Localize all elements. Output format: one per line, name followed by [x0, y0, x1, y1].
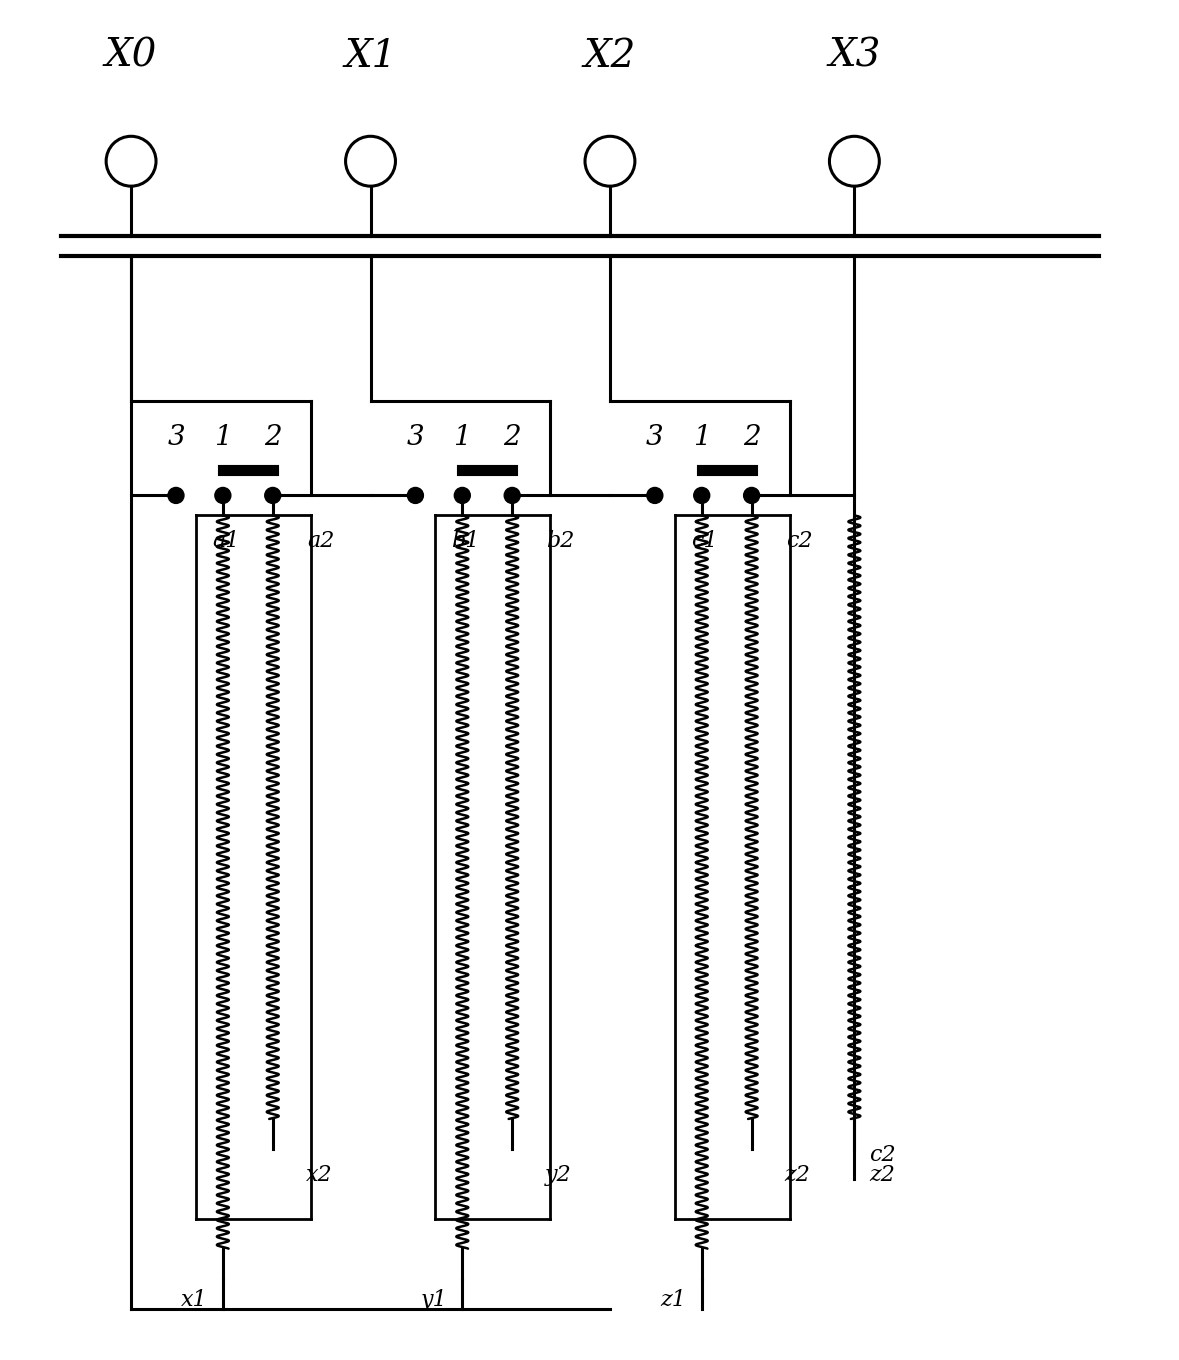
Text: b1: b1 — [452, 530, 480, 552]
Text: z2: z2 — [869, 1164, 895, 1186]
Text: c2: c2 — [869, 1144, 896, 1166]
Text: x1: x1 — [180, 1288, 208, 1311]
Circle shape — [167, 487, 184, 503]
Circle shape — [454, 487, 470, 503]
Circle shape — [408, 487, 423, 503]
Text: z1: z1 — [660, 1288, 686, 1311]
Text: X2: X2 — [584, 38, 637, 75]
Text: a2: a2 — [307, 530, 335, 552]
Text: 3: 3 — [167, 423, 185, 450]
Text: 2: 2 — [264, 423, 282, 450]
Text: 2: 2 — [743, 423, 760, 450]
Circle shape — [744, 487, 759, 503]
Text: 1: 1 — [215, 423, 232, 450]
Text: 3: 3 — [646, 423, 664, 450]
Text: x2: x2 — [305, 1164, 332, 1186]
Circle shape — [265, 487, 281, 503]
Text: b2: b2 — [546, 530, 574, 552]
Text: X1: X1 — [344, 38, 396, 75]
Text: y1: y1 — [421, 1288, 447, 1311]
Circle shape — [647, 487, 663, 503]
Text: X3: X3 — [828, 38, 881, 75]
Circle shape — [693, 487, 710, 503]
Text: a1: a1 — [212, 530, 239, 552]
Text: 3: 3 — [407, 423, 424, 450]
Text: z2: z2 — [784, 1164, 810, 1186]
Text: 1: 1 — [693, 423, 711, 450]
Text: y2: y2 — [545, 1164, 572, 1186]
Text: 2: 2 — [503, 423, 521, 450]
Circle shape — [505, 487, 520, 503]
Text: 1: 1 — [454, 423, 472, 450]
Text: c2: c2 — [786, 530, 812, 552]
Text: c1: c1 — [691, 530, 718, 552]
Circle shape — [215, 487, 231, 503]
Text: X0: X0 — [105, 38, 157, 75]
